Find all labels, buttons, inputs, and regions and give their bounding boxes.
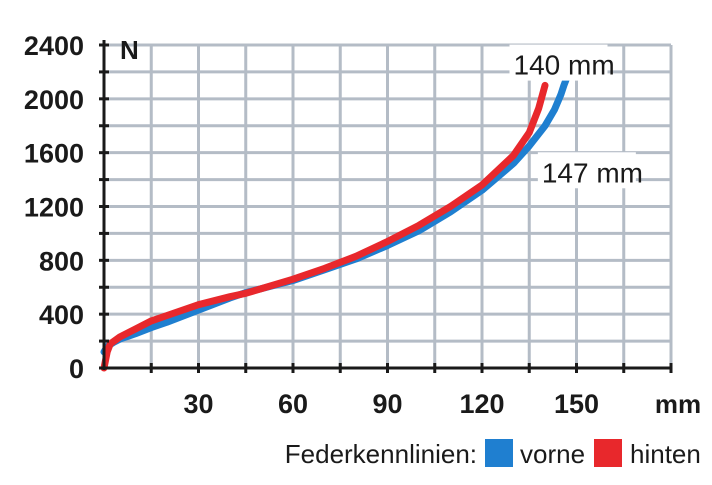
legend-swatch-vorne: [485, 439, 513, 467]
y-tick-label: 1600: [24, 139, 84, 169]
y-tick-label: 400: [39, 300, 84, 330]
y-axis-unit-label: N: [120, 35, 139, 65]
x-tick-label: 90: [372, 389, 402, 419]
curves: [100, 73, 571, 372]
y-tick-label: 800: [39, 246, 84, 276]
y-tick-label: 0: [69, 354, 84, 384]
y-tick-label: 1200: [24, 193, 84, 223]
series-line-hinten: [100, 81, 549, 372]
legend-title: Federkennlinien:: [285, 439, 477, 469]
legend: Federkennlinien: vorne hinten: [285, 439, 701, 469]
x-tick-label: 30: [183, 389, 213, 419]
x-tick-label: 150: [554, 389, 599, 419]
grid: [104, 43, 673, 368]
axes: [99, 40, 673, 373]
x-tick-label: 60: [278, 389, 308, 419]
y-tick-label: 2000: [24, 85, 84, 115]
x-tick-label: 120: [459, 389, 504, 419]
legend-swatch-hinten: [594, 439, 622, 467]
x-axis-unit-label: mm: [655, 389, 701, 419]
y-tick-label: 2400: [24, 31, 84, 61]
legend-label-vorne: vorne: [520, 439, 585, 469]
y-tick-labels: 0 400 800 1200 1600 2000 2400: [24, 31, 84, 384]
annotation-background: [537, 152, 636, 189]
legend-label-hinten: hinten: [630, 439, 701, 469]
annotation-label: 140 mm: [514, 50, 615, 81]
annotation-label: 147 mm: [542, 157, 643, 188]
x-tick-labels: 30 60 90 120 150: [183, 389, 599, 419]
annotation-background: [509, 44, 608, 81]
annotations: 140 mm 147 mm: [509, 44, 643, 189]
